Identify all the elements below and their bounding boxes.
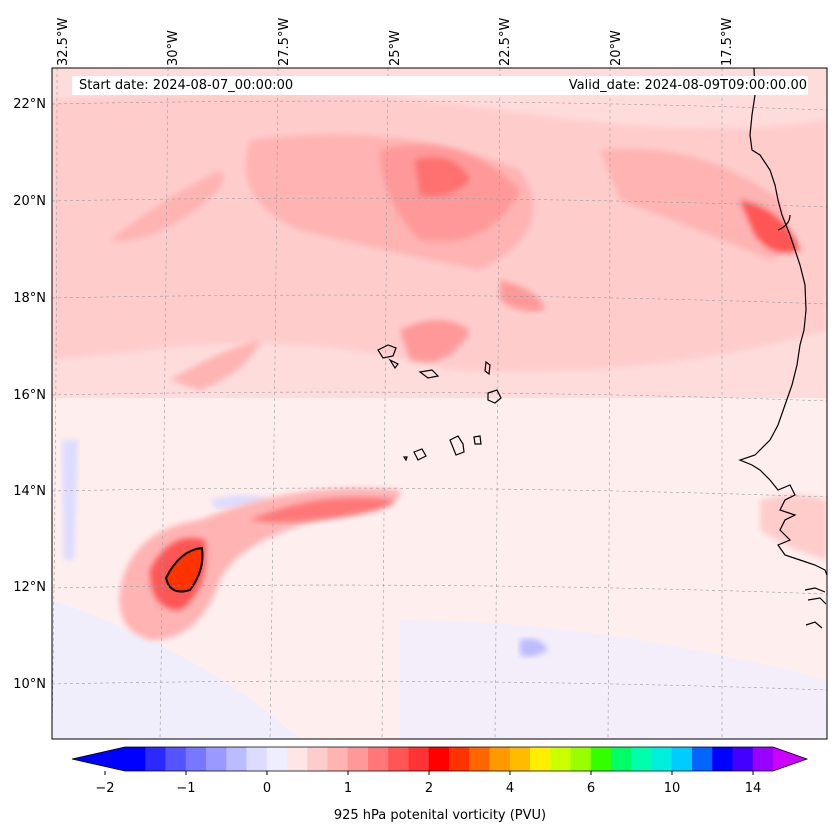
lon-label-27-5w: 27.5°W bbox=[277, 17, 292, 66]
colorbar-swatch bbox=[266, 747, 288, 771]
colorbar-swatch bbox=[287, 747, 308, 771]
lat-label-10n: 10°N bbox=[13, 677, 46, 692]
colorbar-swatch bbox=[368, 747, 389, 771]
colorbar-swatch bbox=[651, 747, 673, 771]
colorbar-swatch bbox=[469, 747, 490, 771]
lat-label-22n: 22°N bbox=[13, 97, 46, 112]
start-date-label: Start date: 2024-08-07_00:00:00 bbox=[79, 78, 294, 93]
colorbar-tick: −1 bbox=[176, 781, 196, 796]
lon-label-25w: 25°W bbox=[388, 30, 403, 66]
colorbar-swatch bbox=[752, 747, 774, 771]
colorbar-swatch bbox=[246, 747, 268, 771]
colorbar-swatch bbox=[347, 747, 369, 771]
colorbar-swatch bbox=[732, 747, 754, 771]
colorbar-tick: 2 bbox=[424, 781, 434, 796]
colorbar bbox=[71, 746, 809, 775]
colorbar-swatch bbox=[611, 747, 632, 771]
colorbar-tick: −2 bbox=[95, 781, 115, 796]
date-info-box bbox=[72, 76, 808, 95]
colorbar-tick: 0 bbox=[262, 781, 272, 796]
colorbar-tick: 14 bbox=[744, 781, 762, 796]
colorbar-swatch bbox=[185, 747, 207, 771]
colorbar-swatch bbox=[226, 747, 247, 771]
colorbar-tick: 6 bbox=[586, 781, 596, 796]
lat-label-16n: 16°N bbox=[13, 388, 46, 403]
colorbar-swatch bbox=[570, 747, 592, 771]
pv-field bbox=[52, 68, 827, 739]
colorbar-swatch bbox=[631, 747, 652, 771]
lon-label-17-5w: 17.5°W bbox=[720, 17, 735, 66]
colorbar-swatch bbox=[165, 747, 187, 771]
colorbar-swatch bbox=[712, 747, 733, 771]
lat-label-14n: 14°N bbox=[13, 484, 46, 499]
valid-date-label: Valid_date: 2024-08-09T09:00:00.00 bbox=[568, 78, 807, 93]
coastlines bbox=[377, 68, 827, 629]
colorbar-swatch bbox=[125, 747, 146, 771]
colorbar-outline bbox=[71, 746, 809, 772]
lat-label-12n: 12°N bbox=[13, 580, 46, 595]
colorbar-swatch bbox=[489, 747, 511, 771]
colorbar-swatch bbox=[327, 747, 349, 771]
map-frame bbox=[51, 67, 828, 740]
colorbar-swatch bbox=[692, 747, 713, 771]
colorbar-tick: 4 bbox=[505, 781, 515, 796]
lon-label-22-5w: 22.5°W bbox=[498, 17, 513, 66]
colorbar-tick: 10 bbox=[663, 781, 681, 796]
colorbar-swatch bbox=[449, 747, 470, 771]
lon-label-32-5w: 32.5°W bbox=[56, 17, 71, 66]
colorbar-swatch bbox=[671, 747, 693, 771]
colorbar-swatch bbox=[590, 747, 612, 771]
colorbar-max-arrow bbox=[773, 747, 807, 771]
lat-label-18n: 18°N bbox=[13, 291, 46, 306]
lon-label-20w: 20°W bbox=[609, 30, 624, 66]
colorbar-swatch bbox=[530, 747, 551, 771]
colorbar-swatch bbox=[509, 747, 531, 771]
colorbar-swatch bbox=[307, 747, 328, 771]
graticule bbox=[52, 68, 827, 739]
colorbar-min-arrow bbox=[72, 747, 125, 771]
colorbar-swatch bbox=[145, 747, 166, 771]
colorbar-swatch bbox=[408, 747, 430, 771]
lat-label-20n: 20°N bbox=[13, 194, 46, 209]
colorbar-swatch bbox=[388, 747, 409, 771]
colorbar-swatch bbox=[550, 747, 571, 771]
colorbar-tick: 1 bbox=[343, 781, 353, 796]
colorbar-label: 925 hPa potenital vorticity (PVU) bbox=[333, 808, 547, 823]
colorbar-swatch bbox=[428, 747, 450, 771]
lon-label-30w: 30°W bbox=[166, 30, 181, 66]
colorbar-swatch bbox=[206, 747, 227, 771]
